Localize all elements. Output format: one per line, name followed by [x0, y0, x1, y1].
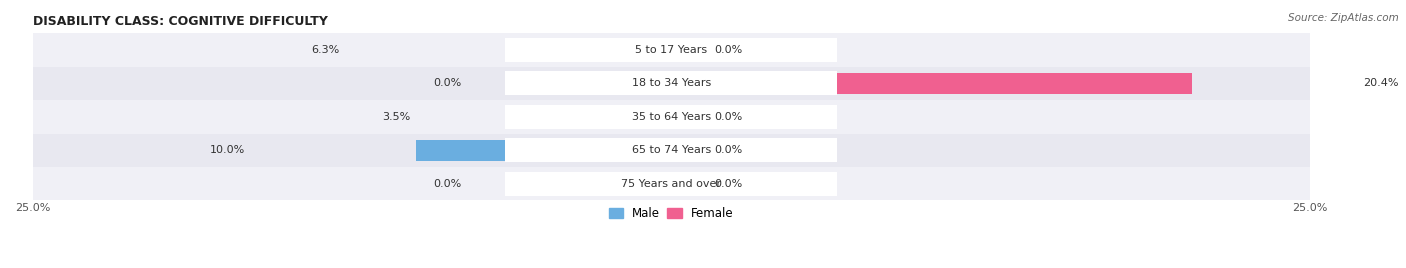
Text: 10.0%: 10.0% [209, 145, 245, 155]
Text: 75 Years and over: 75 Years and over [621, 178, 721, 189]
Text: DISABILITY CLASS: COGNITIVE DIFFICULTY: DISABILITY CLASS: COGNITIVE DIFFICULTY [32, 15, 328, 28]
Bar [416, 140, 671, 161]
Text: 0.0%: 0.0% [714, 45, 742, 55]
Bar [32, 33, 1310, 67]
Bar [505, 138, 837, 162]
Bar [633, 173, 671, 194]
Bar [510, 40, 671, 60]
Text: 0.0%: 0.0% [433, 178, 461, 189]
Bar [671, 173, 710, 194]
Text: 0.0%: 0.0% [714, 145, 742, 155]
Bar [505, 172, 837, 196]
Text: 6.3%: 6.3% [311, 45, 339, 55]
Bar [32, 133, 1310, 167]
Bar [671, 73, 1192, 94]
Text: Source: ZipAtlas.com: Source: ZipAtlas.com [1288, 13, 1399, 23]
Text: 20.4%: 20.4% [1364, 79, 1399, 88]
Bar [582, 106, 671, 127]
Text: 0.0%: 0.0% [714, 178, 742, 189]
Bar [671, 40, 710, 60]
Bar [32, 67, 1310, 100]
Bar [505, 105, 837, 129]
Text: 35 to 64 Years: 35 to 64 Years [631, 112, 711, 122]
Bar [505, 38, 837, 62]
Text: 18 to 34 Years: 18 to 34 Years [631, 79, 711, 88]
Bar [32, 100, 1310, 133]
Text: 0.0%: 0.0% [433, 79, 461, 88]
Text: 65 to 74 Years: 65 to 74 Years [631, 145, 711, 155]
Bar [671, 140, 710, 161]
Bar [671, 106, 710, 127]
Bar [633, 73, 671, 94]
Bar [32, 167, 1310, 200]
Legend: Male, Female: Male, Female [605, 202, 738, 225]
Text: 3.5%: 3.5% [382, 112, 411, 122]
Bar [505, 71, 837, 95]
Text: 5 to 17 Years: 5 to 17 Years [636, 45, 707, 55]
Text: 0.0%: 0.0% [714, 112, 742, 122]
